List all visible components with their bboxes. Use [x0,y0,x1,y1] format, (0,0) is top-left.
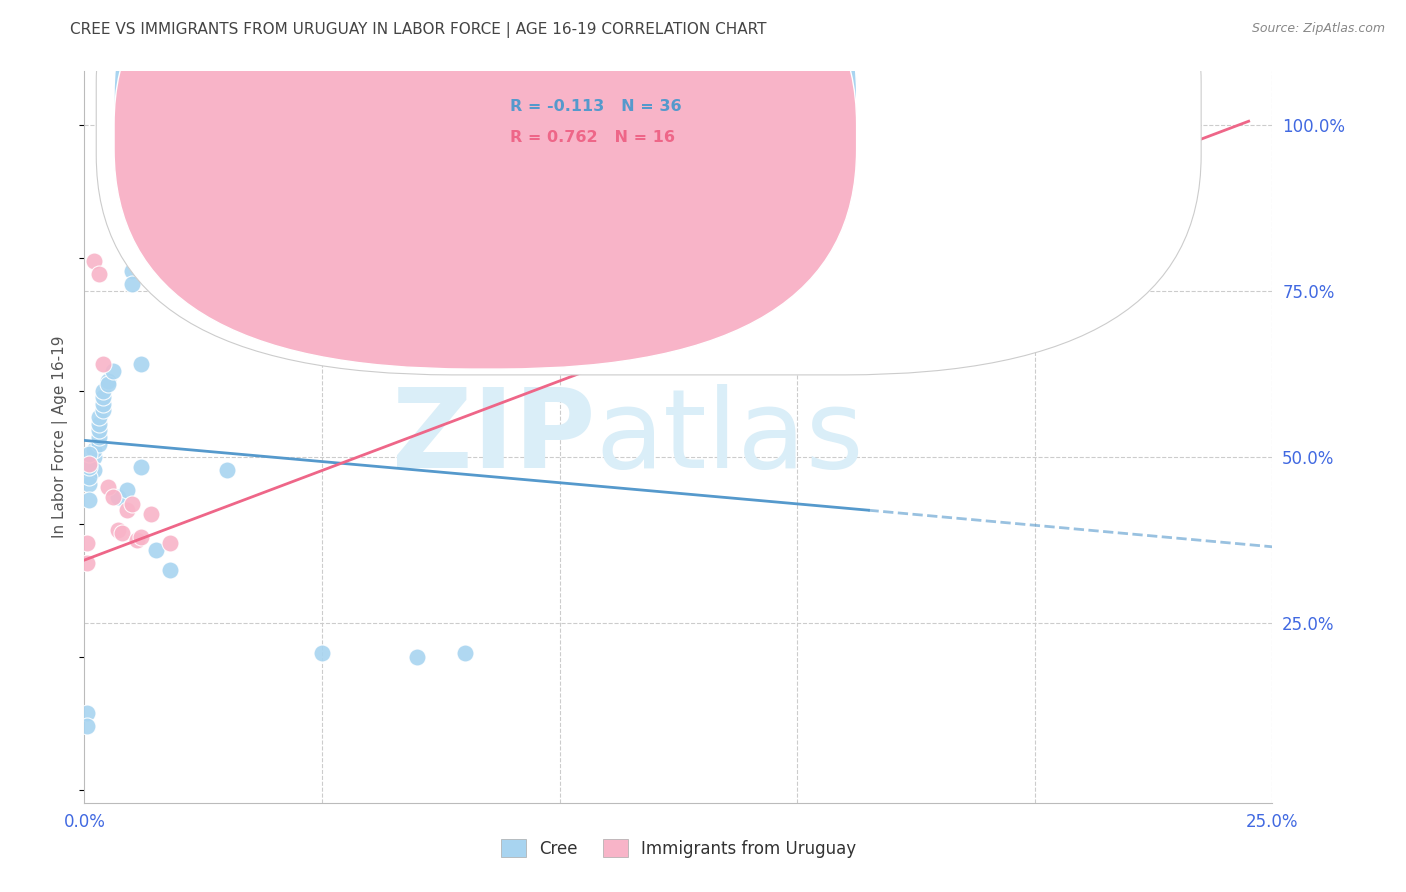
Point [76,536,98,550]
Point [107,490,129,504]
Point [159,536,181,550]
Point [131,530,153,544]
Text: Source: ZipAtlas.com: Source: ZipAtlas.com [1251,22,1385,36]
Point [107,523,129,537]
Point [159,563,181,577]
Point [101,490,124,504]
Y-axis label: In Labor Force | Age 16-19: In Labor Force | Age 16-19 [52,335,69,539]
Point [77,457,100,471]
Point [77,493,100,508]
Point [83,443,105,458]
Point [125,533,148,548]
Point [121,264,143,278]
Point [87,436,110,450]
Point [121,277,143,292]
Point [101,363,124,377]
Text: CREE VS IMMIGRANTS FROM URUGUAY IN LABOR FORCE | AGE 16-19 CORRELATION CHART: CREE VS IMMIGRANTS FROM URUGUAY IN LABOR… [70,22,766,38]
Point [145,543,167,558]
Point [87,417,110,431]
Point [111,170,134,185]
Point [76,706,98,720]
Point [87,410,110,425]
Text: R = -0.113   N = 36: R = -0.113 N = 36 [510,99,682,114]
Point [83,450,105,464]
Point [77,476,100,491]
Point [215,463,238,477]
Point [93,357,115,371]
Point [87,430,110,444]
Point [131,460,153,475]
Point [121,497,143,511]
Point [131,357,153,371]
Point [115,483,138,498]
Point [97,376,120,391]
Point [77,457,100,471]
FancyBboxPatch shape [96,0,1201,375]
Point [76,557,98,571]
Point [111,526,134,541]
Point [83,253,105,268]
Text: R = 0.762   N = 16: R = 0.762 N = 16 [510,129,675,145]
Point [76,719,98,733]
FancyBboxPatch shape [114,0,856,369]
Point [93,397,115,411]
Point [93,390,115,404]
Point [87,267,110,281]
Legend: Cree, Immigrants from Uruguay: Cree, Immigrants from Uruguay [491,830,866,868]
Text: atlas: atlas [595,384,863,491]
Text: ZIP: ZIP [392,384,595,491]
Point [83,463,105,477]
Point [87,424,110,438]
Point [77,447,100,461]
Point [311,646,333,660]
Point [93,384,115,398]
Point [77,470,100,484]
Point [97,374,120,388]
Point [77,460,100,475]
Point [115,503,138,517]
Point [97,480,120,494]
Point [139,507,162,521]
Point [406,649,429,664]
FancyBboxPatch shape [114,0,856,338]
Point [453,646,475,660]
Point [93,403,115,417]
